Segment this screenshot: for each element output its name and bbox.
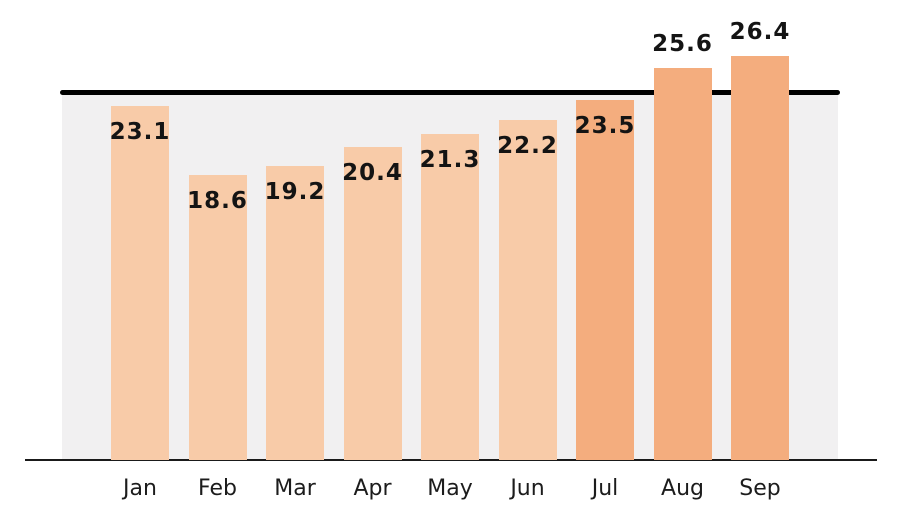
bar-value-label-jan: 23.1 [109, 119, 171, 145]
x-axis-label-may: May [427, 476, 473, 501]
bar-value-label-sep: 26.4 [729, 19, 791, 45]
bar-value-label-feb: 18.6 [187, 188, 248, 214]
bar-value-label-aug: 25.6 [652, 31, 713, 57]
bar-value-label-mar: 19.2 [264, 179, 326, 205]
bar-feb [188, 175, 247, 460]
x-axis-label-aug: Aug [661, 476, 704, 501]
bar-sep [731, 56, 789, 460]
bar-jan [111, 106, 169, 460]
bar-value-label-jul: 23.5 [574, 113, 636, 139]
x-axis-label-apr: Apr [353, 476, 392, 501]
bar-value-label-jun: 22.2 [497, 133, 558, 159]
target-reference-line [60, 90, 840, 95]
x-axis-label-sep: Sep [739, 476, 781, 501]
x-axis-label-jun: Jun [510, 476, 545, 501]
x-axis-label-jan: Jan [123, 476, 157, 501]
bar-mar [266, 166, 324, 460]
x-axis-label-mar: Mar [274, 476, 316, 501]
bar-jul [576, 100, 634, 460]
x-axis-label-jul: Jul [591, 476, 619, 501]
bar-value-label-may: 21.3 [419, 147, 481, 173]
bar-value-label-apr: 20.4 [342, 160, 403, 186]
x-axis-label-feb: Feb [198, 476, 237, 501]
bar-apr [343, 147, 402, 460]
bar-aug [653, 68, 712, 460]
bar-jun [498, 120, 557, 460]
x-axis-line [25, 459, 877, 461]
bar-may [421, 134, 479, 460]
